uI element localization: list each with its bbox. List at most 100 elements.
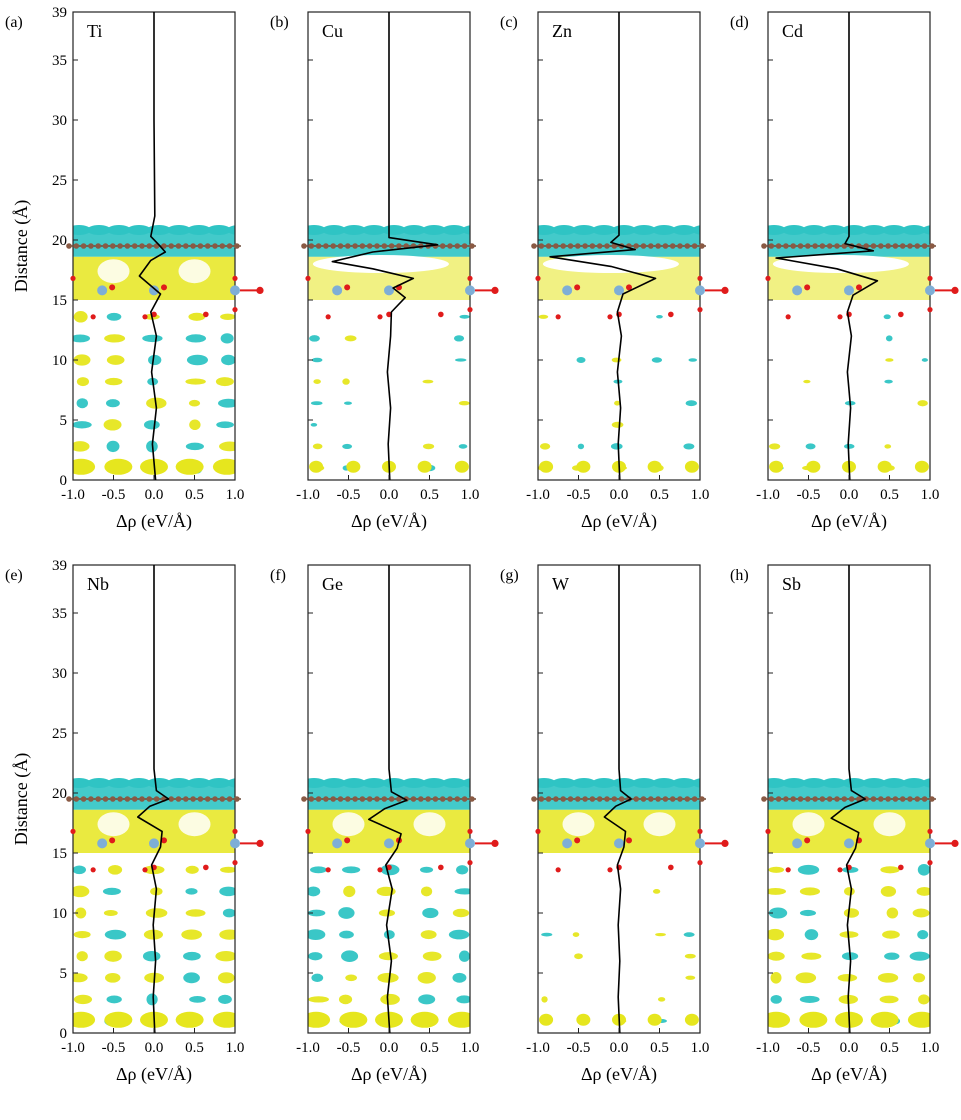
x-axis-label: Δρ (eV/Å) xyxy=(116,511,192,532)
x-tick-label: 0.0 xyxy=(380,487,399,503)
oxygen-atom xyxy=(325,867,331,873)
metal-atom xyxy=(695,285,705,296)
carbon-atom xyxy=(878,796,884,802)
gap-region xyxy=(413,812,446,837)
carbon-atom xyxy=(226,796,233,802)
carbon-atom xyxy=(432,796,439,802)
charge-lobe xyxy=(338,994,353,1005)
carbon-atom xyxy=(768,796,775,802)
depletion-blob xyxy=(842,778,866,788)
charge-lobe xyxy=(73,421,92,429)
carbon-atom xyxy=(589,796,596,802)
depletion-blob xyxy=(382,778,406,788)
charge-lobe xyxy=(797,864,820,875)
depletion-blob xyxy=(902,225,926,235)
depletion-blob xyxy=(322,778,346,788)
x-tick-label: 1.0 xyxy=(461,1040,480,1056)
charge-lobe xyxy=(770,971,782,984)
element-label: Cd xyxy=(782,21,803,41)
charge-lobe xyxy=(837,974,858,982)
charge-lobe xyxy=(142,334,163,343)
depletion-blob xyxy=(442,778,466,788)
carbon-atom xyxy=(110,796,116,802)
charge-lobe xyxy=(73,885,90,898)
oxygen-atom xyxy=(574,837,581,844)
charge-lobe xyxy=(344,401,352,405)
carbon-atom xyxy=(175,796,182,802)
charge-lobe xyxy=(880,886,897,897)
element-label: Sb xyxy=(782,574,801,594)
depletion-blob xyxy=(538,225,556,235)
charge-lobe xyxy=(452,908,470,918)
carbon-atom xyxy=(308,796,315,802)
charge-lobe xyxy=(886,907,899,919)
charge-lobe xyxy=(805,443,816,450)
charge-lobe xyxy=(422,951,442,961)
bottom-lobe xyxy=(410,1011,439,1028)
isosurface-layer xyxy=(538,225,700,473)
carbon-atom xyxy=(73,796,80,802)
charge-lobe xyxy=(73,973,88,983)
depletion-blob xyxy=(652,225,676,235)
charge-lobe xyxy=(181,929,202,940)
charge-lobe xyxy=(310,422,318,427)
y-tick-label: 25 xyxy=(52,726,67,742)
gap-region xyxy=(792,812,825,837)
depletion-blob xyxy=(882,225,906,235)
bottom-lobe xyxy=(684,1013,699,1026)
charge-lobe xyxy=(106,399,120,408)
carbon-atom xyxy=(366,796,373,802)
y-tick-label: 30 xyxy=(52,113,67,129)
carbon-atom xyxy=(596,796,603,802)
carbon-atom xyxy=(204,796,211,802)
depletion-blob xyxy=(362,225,386,235)
depletion-blob xyxy=(87,778,111,788)
depletion-blob xyxy=(802,225,826,235)
charge-lobe xyxy=(308,886,321,897)
carbon-atom xyxy=(677,796,683,802)
metal-atom xyxy=(695,838,705,849)
charge-lobe xyxy=(918,994,930,1005)
charge-lobe xyxy=(655,932,666,937)
charge-lobe xyxy=(148,354,162,366)
carbon-atom xyxy=(461,796,468,802)
x-tick-label: 0.0 xyxy=(840,487,859,503)
carbon-atom xyxy=(139,243,145,249)
charge-lobe xyxy=(185,378,206,385)
oxygen-atom xyxy=(305,275,311,281)
carbon-atom xyxy=(921,796,928,802)
carbon-atom xyxy=(469,796,475,802)
y-axis-label: Distance (Å) xyxy=(11,753,32,845)
charge-lobe xyxy=(770,995,782,1004)
bottom-lobe xyxy=(73,458,96,475)
depletion-blob xyxy=(167,778,191,788)
oxygen-atom xyxy=(491,839,499,848)
carbon-atom xyxy=(102,796,109,802)
carbon-atom xyxy=(374,796,380,802)
carbon-atom xyxy=(124,243,131,249)
x-axis-label: Δρ (eV/Å) xyxy=(581,1064,657,1085)
depletion-blob xyxy=(692,225,700,235)
oxygen-atom xyxy=(203,864,209,871)
carbon-atom xyxy=(545,796,552,802)
oxygen-atom xyxy=(232,828,238,835)
carbon-atom xyxy=(301,243,307,249)
depletion-blob xyxy=(127,225,151,235)
carbon-atom xyxy=(691,243,698,249)
panel-nb: -1.0 -0.5 0.0 0.5 1.0 0 5 10 15 20 25 30 35 39 (e) Nb Δρ… xyxy=(5,558,264,1085)
carbon-atom xyxy=(410,796,417,802)
oxygen-atom xyxy=(837,867,843,873)
depletion-blob xyxy=(632,225,656,235)
bottom-lobe xyxy=(454,460,469,473)
carbon-atom xyxy=(337,243,344,249)
carbon-atom xyxy=(553,796,559,802)
oxygen-atom xyxy=(142,314,148,320)
carbon-atom xyxy=(648,796,654,802)
bottom-lobe xyxy=(104,458,133,475)
x-axis-label: Δρ (eV/Å) xyxy=(811,511,887,532)
charge-lobe xyxy=(104,377,123,386)
carbon-atom xyxy=(783,796,789,802)
carbon-atom xyxy=(655,243,661,249)
panel-label: (f) xyxy=(270,567,286,584)
depletion-blob xyxy=(402,778,426,788)
